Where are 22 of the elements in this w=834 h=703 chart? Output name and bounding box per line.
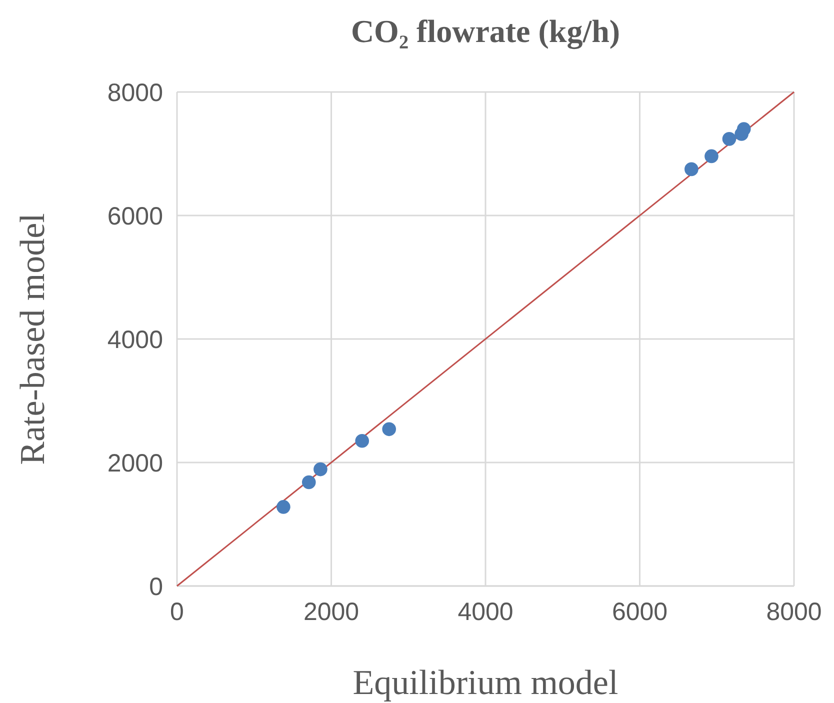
- y-tick-label: 4000: [107, 326, 163, 354]
- point: [314, 462, 328, 476]
- x-tick-label: 8000: [766, 598, 822, 626]
- y-tick-label: 2000: [107, 449, 163, 478]
- point: [382, 422, 396, 436]
- x-axis-title: Equilibrium model: [352, 663, 618, 702]
- point: [722, 132, 736, 146]
- y-tick-label: 8000: [107, 78, 163, 107]
- x-tick-label: 6000: [612, 598, 668, 626]
- x-tick-label: 2000: [303, 598, 360, 626]
- x-tick-label: 4000: [458, 598, 514, 626]
- point: [302, 475, 316, 490]
- point: [736, 122, 751, 136]
- y-axis-title: Rate-based model: [13, 212, 52, 465]
- point: [276, 500, 290, 514]
- point: [355, 434, 370, 448]
- y-tick-label: 0: [149, 572, 163, 601]
- y-tick-label: 6000: [107, 202, 163, 230]
- chart-title: CO₂ flowrate (kg/h): [350, 13, 620, 50]
- point: [684, 162, 698, 176]
- x-tick-label: 0: [170, 598, 184, 626]
- point: [704, 149, 718, 164]
